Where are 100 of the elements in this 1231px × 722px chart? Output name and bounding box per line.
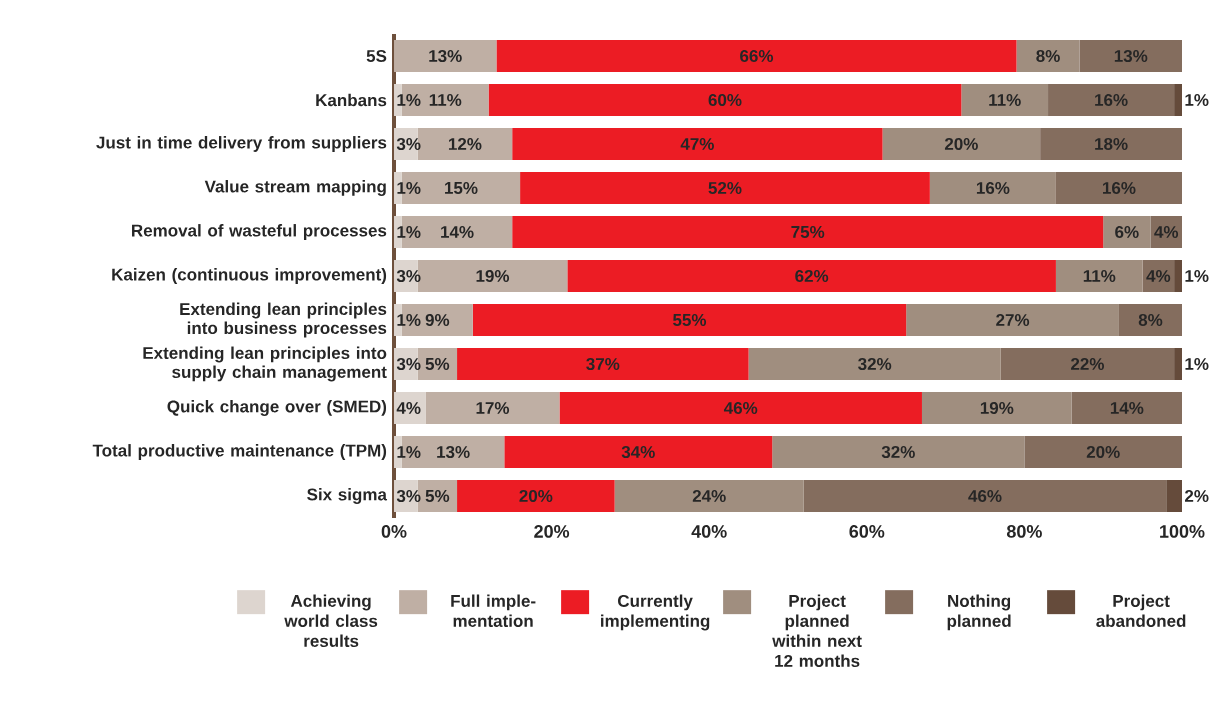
x-tick-label: 100% bbox=[1160, 525, 1205, 538]
data-label: 22% bbox=[1071, 358, 1105, 370]
data-label: 66% bbox=[740, 49, 774, 62]
bar bbox=[1000, 348, 1175, 380]
y-tick-label: Extending lean principles into business processes bbox=[180, 302, 387, 338]
bar bbox=[1048, 84, 1175, 116]
bar bbox=[1174, 260, 1182, 292]
data-label: 13% bbox=[429, 49, 462, 63]
data-label: 3% bbox=[396, 357, 421, 371]
bar bbox=[748, 348, 1001, 380]
data-label: 3% bbox=[396, 269, 421, 283]
bar bbox=[1071, 392, 1182, 424]
data-label: 2% bbox=[1185, 490, 1209, 502]
data-label: 20% bbox=[1086, 445, 1120, 458]
data-label: 1% bbox=[397, 314, 421, 326]
y-tick-label: Removal of wasteful processes bbox=[132, 224, 387, 240]
bar bbox=[1016, 39, 1080, 72]
data-label: 1% bbox=[397, 94, 421, 106]
bar bbox=[394, 39, 497, 72]
data-label: 1% bbox=[397, 226, 421, 238]
data-label: 3% bbox=[396, 489, 421, 503]
bar bbox=[1079, 39, 1182, 72]
bar bbox=[772, 436, 1025, 468]
data-label: 24% bbox=[692, 490, 726, 502]
y-tick-label: Quick change over (SMED) bbox=[167, 400, 387, 416]
data-label: 1% bbox=[1185, 358, 1209, 370]
data-label: 5% bbox=[425, 490, 450, 502]
data-label: 15% bbox=[445, 182, 478, 194]
data-label: 37% bbox=[586, 357, 620, 371]
data-label: 16% bbox=[1095, 93, 1128, 106]
data-label: 55% bbox=[673, 314, 707, 326]
data-label: 46% bbox=[723, 401, 758, 414]
bar bbox=[512, 128, 883, 160]
y-tick-label: Just in time delivery from suppliers bbox=[96, 136, 387, 152]
bar bbox=[457, 348, 749, 380]
bar bbox=[1166, 480, 1182, 512]
bar bbox=[520, 172, 930, 204]
data-label: 20% bbox=[519, 489, 553, 502]
data-label: 20% bbox=[944, 137, 978, 150]
data-label: 14% bbox=[1110, 402, 1144, 414]
data-label: 32% bbox=[858, 357, 892, 371]
data-label: 12% bbox=[448, 138, 482, 150]
data-label: 52% bbox=[708, 181, 742, 194]
bar bbox=[1103, 216, 1151, 248]
bar bbox=[1024, 436, 1182, 468]
y-tick-label: Six sigma bbox=[307, 488, 388, 504]
bar bbox=[882, 128, 1041, 160]
y-tick-label: Total productive maintenance (TPM) bbox=[92, 444, 387, 460]
data-label: 8% bbox=[1138, 313, 1163, 326]
data-label: 16% bbox=[1103, 181, 1136, 194]
bar bbox=[472, 304, 907, 336]
data-label: 32% bbox=[881, 445, 915, 459]
bar bbox=[803, 480, 1167, 512]
bar bbox=[906, 304, 1119, 336]
data-label: 47% bbox=[680, 138, 714, 150]
bar bbox=[559, 392, 922, 424]
y-tick-label: 5S bbox=[366, 49, 387, 62]
data-label: 13% bbox=[1114, 49, 1148, 63]
data-label: 1% bbox=[397, 446, 421, 458]
data-label: 1% bbox=[1185, 270, 1209, 282]
data-label: 4% bbox=[1146, 270, 1171, 282]
data-label: 19% bbox=[980, 401, 1014, 414]
data-label: 6% bbox=[1115, 225, 1139, 238]
legend-label: Achieving world class results bbox=[284, 594, 378, 647]
legend-label: Currently implementing bbox=[601, 594, 710, 631]
bar bbox=[504, 436, 773, 468]
bar bbox=[1055, 172, 1182, 204]
bar bbox=[921, 392, 1072, 424]
bar bbox=[457, 480, 615, 512]
data-label: 4% bbox=[396, 402, 421, 414]
data-label: 3% bbox=[396, 137, 421, 151]
legend-label: Nothing planned bbox=[947, 594, 1011, 631]
data-label: 62% bbox=[795, 269, 829, 282]
x-tick-label: 40% bbox=[691, 525, 727, 538]
x-tick-label: 0% bbox=[381, 525, 407, 538]
data-label: 11% bbox=[1083, 270, 1116, 282]
bar bbox=[614, 480, 804, 512]
legend-label: Project planned within next 12 months bbox=[772, 594, 862, 667]
legend-label: Project abandoned bbox=[1096, 594, 1186, 627]
bar bbox=[1174, 348, 1182, 380]
bar bbox=[496, 39, 1017, 72]
data-label: 11% bbox=[429, 94, 462, 106]
y-tick-label: Extending lean principles into supply chain management bbox=[143, 346, 387, 382]
x-tick-label: 60% bbox=[849, 525, 885, 538]
data-label: 14% bbox=[441, 226, 474, 238]
bar bbox=[929, 172, 1056, 204]
data-label: 16% bbox=[976, 181, 1010, 194]
data-label: 75% bbox=[791, 226, 825, 238]
data-label: 8% bbox=[1036, 49, 1060, 62]
y-tick-label: Kanbans bbox=[316, 93, 387, 107]
bar bbox=[512, 216, 1104, 248]
data-label: 17% bbox=[476, 402, 510, 414]
data-label: 18% bbox=[1095, 137, 1128, 150]
bar bbox=[961, 84, 1049, 116]
data-label: 19% bbox=[476, 269, 510, 282]
bar bbox=[1118, 304, 1182, 336]
data-label: 13% bbox=[437, 445, 470, 459]
y-tick-label: Kaizen (continuous improvement) bbox=[112, 268, 387, 284]
y-tick-label: Value stream mapping bbox=[204, 180, 386, 196]
data-label: 11% bbox=[989, 94, 1021, 106]
